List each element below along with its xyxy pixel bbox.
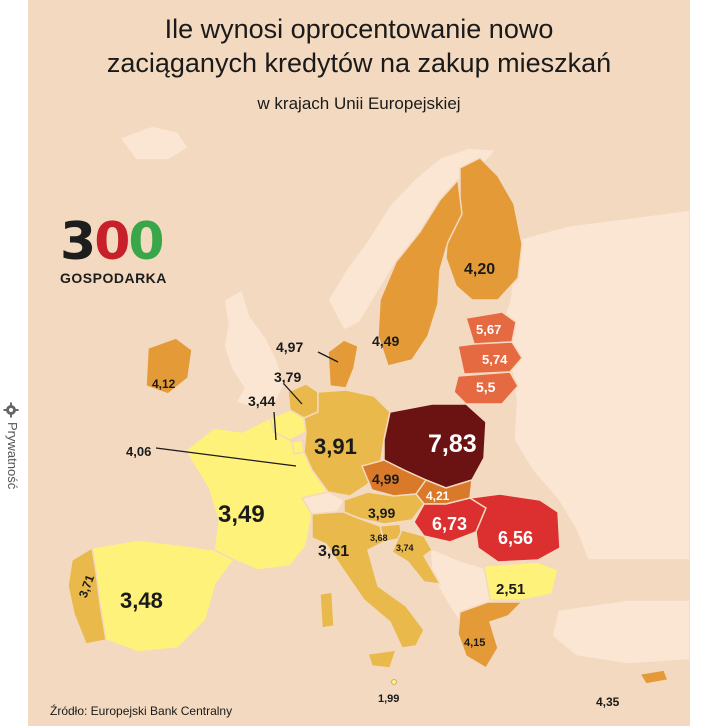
map-italy xyxy=(311,511,425,649)
map-latvia xyxy=(457,341,523,375)
value-label-estonia: 5,67 xyxy=(476,322,501,337)
map-bulgaria xyxy=(483,561,559,601)
map-spain xyxy=(91,539,236,653)
value-label-denmark: 4,97 xyxy=(276,339,303,355)
map-sweden xyxy=(377,178,463,367)
map-sardinia xyxy=(319,591,335,629)
value-label-poland: 7,83 xyxy=(428,430,477,458)
value-label-sweden: 4,49 xyxy=(372,333,399,349)
europe-map: 7,83 6,73 6,56 5,67 5,74 5,5 4,99 4,97 4… xyxy=(67,125,690,709)
title-line-2: zaciąganych kredytów na zakup mieszkań xyxy=(106,48,612,78)
value-label-slovakia: 4,21 xyxy=(426,489,450,503)
leader-line-netherlands xyxy=(283,383,303,405)
value-label-france: 3,49 xyxy=(218,501,265,528)
privacy-widget[interactable]: Prywatność xyxy=(0,400,24,560)
value-label-luxembourg: 4,06 xyxy=(126,444,151,459)
map-turkey xyxy=(551,599,690,665)
value-label-romania: 6,56 xyxy=(498,528,533,548)
map-malta xyxy=(391,679,397,685)
map-estonia xyxy=(465,311,517,345)
logo-number: 300 xyxy=(60,216,167,268)
privacy-label[interactable]: Prywatność xyxy=(5,422,20,490)
map-romania xyxy=(467,493,561,563)
source-note: Źródło: Europejski Bank Centralny xyxy=(50,704,233,718)
logo-number-text: 300 xyxy=(60,212,165,272)
map-portugal xyxy=(67,546,107,645)
value-label-spain: 3,48 xyxy=(120,588,163,613)
leader-line-luxembourg xyxy=(155,447,297,467)
value-label-hungary: 6,73 xyxy=(432,514,467,534)
map-greece xyxy=(457,601,524,670)
map-uk xyxy=(223,288,285,409)
value-label-croatia: 3,74 xyxy=(396,543,414,553)
value-label-czechia: 4,99 xyxy=(372,471,399,487)
infographic-card: 7,83 6,73 6,56 5,67 5,74 5,5 4,99 4,97 4… xyxy=(28,0,690,726)
leader-line-belgium xyxy=(273,411,277,441)
value-label-belgium: 3,44 xyxy=(248,393,275,409)
value-label-netherlands: 3,79 xyxy=(274,369,301,385)
value-label-lithuania: 5,5 xyxy=(476,379,496,395)
gear-icon xyxy=(3,402,19,418)
value-label-germany: 3,91 xyxy=(314,434,357,459)
map-lithuania xyxy=(453,371,519,405)
value-label-malta: 1,99 xyxy=(378,693,399,705)
value-label-ireland: 4,12 xyxy=(152,377,176,391)
value-label-austria: 3,99 xyxy=(368,505,395,521)
logo: 300 GOSPODARKA xyxy=(60,216,167,286)
value-label-slovenia: 3,68 xyxy=(370,533,388,543)
value-label-latvia: 5,74 xyxy=(482,352,508,367)
logo-text: GOSPODARKA xyxy=(60,270,167,286)
value-label-greece: 4,15 xyxy=(464,637,485,649)
value-label-italy: 3,61 xyxy=(318,543,349,560)
map-ireland xyxy=(145,337,193,395)
value-label-bulgaria: 2,51 xyxy=(496,581,525,598)
title-line-1: Ile wynosi oprocentowanie nowo xyxy=(164,14,554,44)
map-denmark xyxy=(327,339,359,389)
value-label-finland: 4,20 xyxy=(464,261,495,278)
leader-line-denmark xyxy=(317,351,339,363)
map-sicily xyxy=(367,649,398,669)
value-label-cyprus: 4,35 xyxy=(596,695,620,709)
subtitle: w krajach Unii Europejskiej xyxy=(257,94,461,113)
map-iceland xyxy=(118,125,190,161)
map-cyprus xyxy=(638,669,670,685)
map-croatia xyxy=(391,529,442,585)
